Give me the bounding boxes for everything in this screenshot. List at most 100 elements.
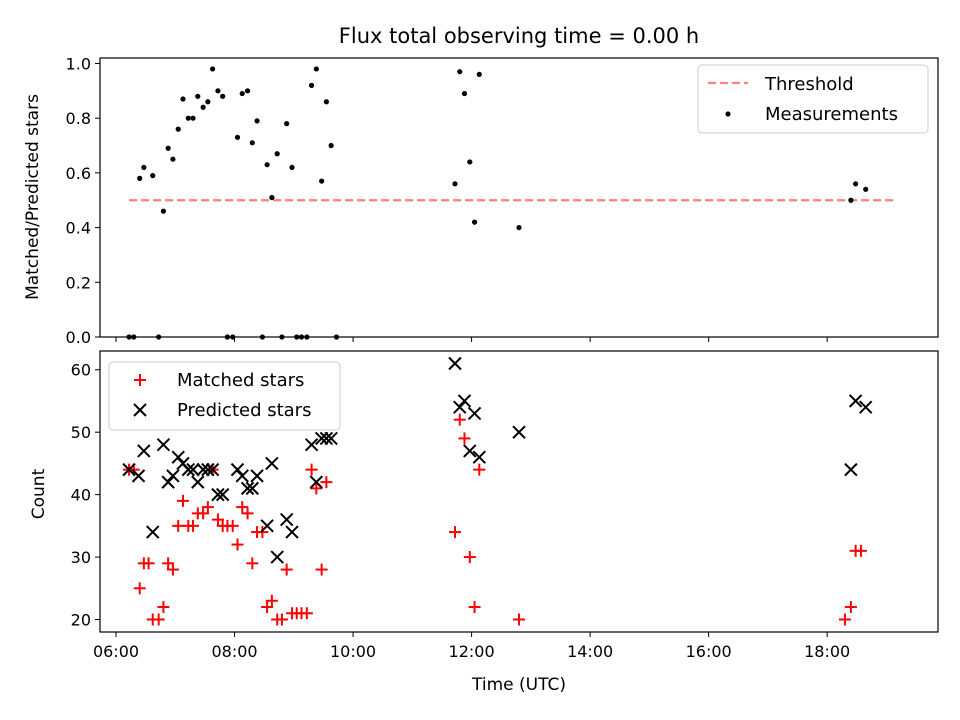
- predicted-star-point: [279, 512, 294, 527]
- predicted-star-point: [324, 431, 338, 446]
- ratio-legend: Threshold Measurements: [697, 64, 929, 134]
- measurement-point: [269, 194, 275, 201]
- measurement-point: [210, 66, 216, 72]
- measurement-point: [259, 334, 265, 340]
- x-tick-label: 16:00: [686, 642, 732, 661]
- y-tick-label: 30: [71, 548, 91, 567]
- measurement-point: [294, 334, 300, 340]
- matched-star-point: [468, 601, 481, 614]
- predicted-star-point: [260, 519, 274, 533]
- predicted-star-point: [858, 400, 873, 414]
- predicted-star-point: [448, 356, 462, 371]
- predicted-star-point: [131, 469, 146, 483]
- legend-predicted-marker: [133, 403, 147, 417]
- matched-star-point: [231, 538, 244, 551]
- predicted-star-point: [137, 444, 151, 458]
- predicted-star-point: [166, 469, 180, 483]
- y-tick-label: 0.2: [66, 273, 91, 292]
- predicted-star-point: [457, 394, 472, 408]
- matched-star-point: [197, 507, 210, 520]
- measurement-point: [126, 334, 132, 340]
- predicted-star-point: [285, 525, 299, 539]
- measurement-point: [200, 104, 206, 110]
- measurement-point: [185, 115, 191, 121]
- measurement-point: [156, 334, 162, 340]
- measurement-point: [467, 159, 473, 165]
- measurement-point: [284, 121, 290, 127]
- y-tick-label: 40: [71, 486, 91, 505]
- matched-star-point: [166, 563, 179, 576]
- measurement-point: [279, 334, 285, 340]
- predicted-star-point: [240, 481, 255, 496]
- legend-measurements-marker: [725, 111, 731, 117]
- measurement-point: [165, 145, 171, 151]
- matched-star-point: [256, 526, 269, 539]
- matched-star-point: [320, 476, 333, 489]
- measurement-point: [170, 156, 176, 162]
- predicted-star-point: [191, 475, 205, 489]
- matched-star-point: [176, 494, 189, 507]
- ratio-y-axis-label: Matched/Predicted stars: [23, 94, 43, 300]
- measurement-point: [205, 99, 211, 105]
- measurement-point: [452, 181, 458, 187]
- matched-star-point: [162, 557, 175, 570]
- predicted-star-point: [156, 437, 171, 452]
- count-panel: 20 30 40 50 60 06:00 08:00 10:00 12:00 14:00 16:0…: [29, 350, 939, 695]
- predicted-star-point: [467, 406, 482, 421]
- matched-star-point: [275, 613, 288, 626]
- matched-star-point: [133, 582, 146, 595]
- measurement-point: [333, 334, 340, 340]
- predicted-star-point: [309, 475, 324, 489]
- measurement-point: [853, 181, 859, 187]
- matched-star-point: [300, 607, 313, 620]
- matched-star-point: [172, 519, 185, 532]
- matched-star-point: [152, 613, 165, 626]
- x-tick-label: 06:00: [93, 642, 139, 661]
- measurement-point: [457, 69, 463, 75]
- predicted-star-point: [146, 525, 160, 539]
- predicted-star-point: [196, 462, 210, 477]
- matched-star-point: [261, 601, 274, 614]
- matched-star-point: [211, 513, 224, 526]
- measurement-point: [137, 175, 143, 181]
- matched-star-point: [844, 601, 857, 614]
- x-tick-label: 08:00: [211, 642, 257, 661]
- measurement-point: [298, 334, 305, 340]
- measurement-point: [471, 219, 478, 225]
- matched-star-point: [241, 507, 254, 520]
- measurement-point: [289, 164, 295, 171]
- measurement-point: [249, 140, 255, 146]
- legend-matched-marker: [134, 374, 146, 386]
- matched-star-point: [226, 519, 239, 532]
- matched-star-point: [453, 413, 466, 426]
- measurement-point: [180, 96, 186, 102]
- x-tick-label: 14:00: [567, 642, 613, 661]
- measurement-point: [220, 93, 226, 99]
- measurement-point: [150, 173, 156, 179]
- predicted-star-point: [211, 487, 225, 502]
- measurement-point: [224, 334, 231, 340]
- predicted-star-point: [304, 437, 319, 452]
- measurement-point: [476, 71, 482, 78]
- predicted-star-point: [512, 425, 526, 439]
- predicted-star-point: [161, 475, 175, 489]
- y-tick-label: 50: [71, 423, 91, 442]
- predicted-star-point: [201, 462, 215, 477]
- matched-star-point: [305, 463, 318, 476]
- legend-threshold-label: Threshold: [764, 74, 854, 95]
- predicted-star-point: [270, 550, 284, 564]
- y-tick-label: 60: [71, 361, 91, 380]
- matched-star-point: [513, 613, 525, 626]
- x-tick-label: 18:00: [804, 642, 850, 661]
- predicted-star-point: [245, 481, 260, 496]
- measurement-point: [274, 151, 280, 157]
- x-tick-label: 12:00: [449, 642, 495, 661]
- predicted-star-point: [215, 487, 230, 502]
- legend-predicted-label: Predicted stars: [177, 400, 311, 421]
- matched-star-point: [458, 432, 471, 445]
- predicted-star-point: [265, 456, 279, 471]
- measurement-point: [516, 224, 522, 231]
- measurement-point: [323, 99, 329, 105]
- measurement-point: [195, 93, 201, 99]
